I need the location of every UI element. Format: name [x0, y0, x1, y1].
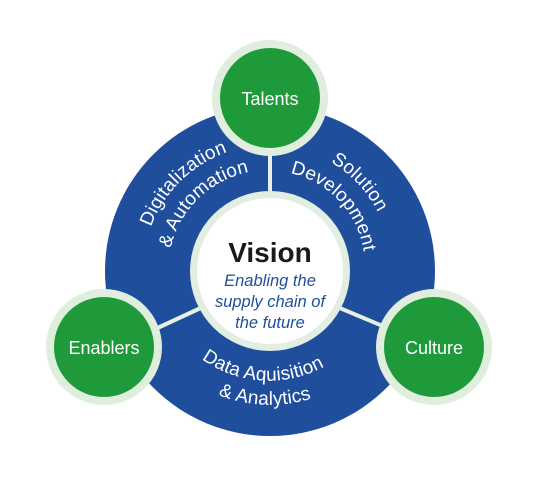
node-culture-circle: [384, 297, 484, 397]
node-enablers-label: Enablers: [68, 338, 139, 358]
node-enablers-circle: [54, 297, 154, 397]
vision-title: Vision: [228, 237, 312, 268]
node-culture-label: Culture: [405, 338, 463, 358]
vision-subtitle-line-2: supply chain of: [215, 293, 327, 311]
node-enablers: Enablers: [46, 289, 162, 405]
node-culture: Culture: [376, 289, 492, 405]
center-circle: [197, 198, 343, 344]
vision-subtitle-line-1: Enabling the: [224, 272, 316, 290]
node-talents-label: Talents: [241, 89, 298, 109]
node-talents: Talents: [212, 40, 328, 156]
vision-subtitle-line-3: the future: [235, 314, 305, 332]
node-talents-circle: [220, 48, 320, 148]
